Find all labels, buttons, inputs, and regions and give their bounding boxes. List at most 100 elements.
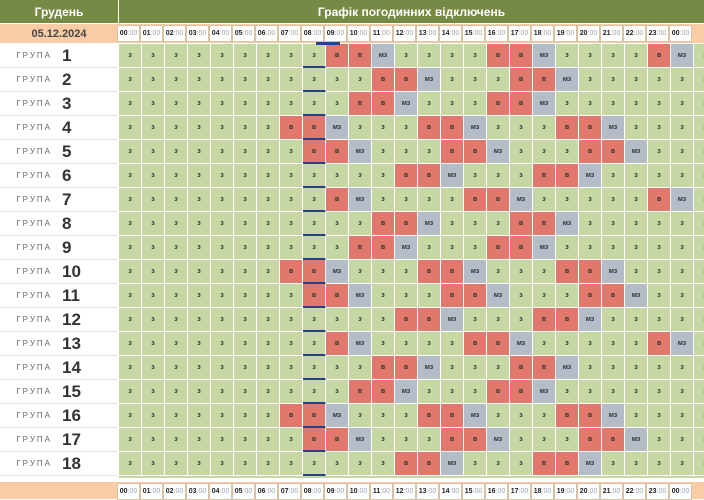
hour-cell[interactable]: в bbox=[372, 68, 395, 92]
hour-cell[interactable]: в bbox=[556, 308, 579, 332]
hour-cell[interactable]: мз bbox=[395, 380, 418, 404]
hour-cell[interactable]: з bbox=[372, 404, 395, 428]
hour-cell[interactable]: з bbox=[211, 188, 234, 212]
hour-cell[interactable]: з bbox=[165, 404, 188, 428]
hour-cell[interactable]: з bbox=[165, 164, 188, 188]
hour-cell[interactable]: мз bbox=[533, 44, 556, 68]
hour-cell[interactable]: в bbox=[418, 116, 441, 140]
hour-cell[interactable]: в bbox=[487, 236, 510, 260]
hour-cell[interactable]: з bbox=[188, 164, 211, 188]
hour-cell[interactable]: в bbox=[418, 260, 441, 284]
hour-cell[interactable]: з bbox=[395, 404, 418, 428]
hour-cell[interactable]: з bbox=[188, 380, 211, 404]
hour-cell[interactable]: в bbox=[326, 428, 349, 452]
hour-cell[interactable]: з bbox=[441, 92, 464, 116]
hour-cell[interactable]: з bbox=[464, 92, 487, 116]
hour-cell[interactable]: мз bbox=[418, 356, 441, 380]
hour-cell[interactable]: з bbox=[234, 236, 257, 260]
hour-cell[interactable]: в bbox=[579, 284, 602, 308]
hour-cell[interactable]: з bbox=[234, 284, 257, 308]
hour-cell[interactable]: з bbox=[694, 68, 704, 92]
hour-cell[interactable]: з bbox=[234, 116, 257, 140]
hour-cell[interactable]: з bbox=[625, 260, 648, 284]
hour-cell[interactable]: з bbox=[303, 164, 326, 188]
hour-cell[interactable]: з bbox=[165, 212, 188, 236]
hour-cell[interactable]: в bbox=[510, 44, 533, 68]
hour-cell[interactable]: з bbox=[142, 332, 165, 356]
hour-cell[interactable]: з bbox=[510, 308, 533, 332]
hour-cell[interactable]: з bbox=[188, 404, 211, 428]
hour-cell[interactable]: з bbox=[602, 44, 625, 68]
hour-cell[interactable]: в bbox=[303, 284, 326, 308]
hour-cell[interactable]: в bbox=[441, 404, 464, 428]
hour-cell[interactable]: з bbox=[464, 380, 487, 404]
hour-cell[interactable]: з bbox=[142, 404, 165, 428]
hour-cell[interactable]: з bbox=[510, 260, 533, 284]
hour-cell[interactable]: з bbox=[188, 452, 211, 476]
hour-cell[interactable]: з bbox=[602, 236, 625, 260]
hour-cell[interactable]: в bbox=[441, 140, 464, 164]
hour-cell[interactable]: з bbox=[671, 164, 694, 188]
hour-cell[interactable]: з bbox=[165, 380, 188, 404]
hour-cell[interactable]: в bbox=[441, 428, 464, 452]
hour-cell[interactable]: мз bbox=[326, 116, 349, 140]
hour-cell[interactable]: з bbox=[119, 356, 142, 380]
hour-cell[interactable]: мз bbox=[510, 332, 533, 356]
hour-cell[interactable]: з bbox=[280, 356, 303, 380]
hour-cell[interactable]: з bbox=[602, 332, 625, 356]
hour-cell[interactable]: з bbox=[211, 236, 234, 260]
hour-cell[interactable]: в bbox=[487, 332, 510, 356]
hour-cell[interactable]: з bbox=[280, 308, 303, 332]
hour-cell[interactable]: з bbox=[188, 236, 211, 260]
hour-cell[interactable]: з bbox=[326, 356, 349, 380]
hour-cell[interactable]: мз bbox=[671, 188, 694, 212]
hour-cell[interactable]: з bbox=[257, 452, 280, 476]
hour-cell[interactable]: в bbox=[556, 116, 579, 140]
hour-cell[interactable]: з bbox=[119, 68, 142, 92]
hour-cell[interactable]: з bbox=[556, 428, 579, 452]
hour-cell[interactable]: з bbox=[142, 212, 165, 236]
hour-cell[interactable]: з bbox=[671, 404, 694, 428]
hour-cell[interactable]: з bbox=[234, 308, 257, 332]
hour-cell[interactable]: мз bbox=[441, 452, 464, 476]
hour-cell[interactable]: в bbox=[372, 236, 395, 260]
hour-cell[interactable]: з bbox=[188, 356, 211, 380]
hour-cell[interactable]: з bbox=[510, 404, 533, 428]
hour-cell[interactable]: з bbox=[487, 212, 510, 236]
hour-cell[interactable]: в bbox=[510, 68, 533, 92]
hour-cell[interactable]: з bbox=[395, 260, 418, 284]
hour-cell[interactable]: з bbox=[510, 284, 533, 308]
hour-cell[interactable]: в bbox=[533, 164, 556, 188]
hour-cell[interactable]: з bbox=[602, 164, 625, 188]
hour-cell[interactable]: з bbox=[119, 332, 142, 356]
hour-cell[interactable]: з bbox=[234, 404, 257, 428]
hour-cell[interactable]: з bbox=[234, 188, 257, 212]
hour-cell[interactable]: з bbox=[119, 236, 142, 260]
hour-cell[interactable]: мз bbox=[441, 164, 464, 188]
hour-cell[interactable]: з bbox=[211, 356, 234, 380]
hour-cell[interactable]: в bbox=[303, 260, 326, 284]
hour-cell[interactable]: з bbox=[487, 308, 510, 332]
hour-cell[interactable]: мз bbox=[579, 452, 602, 476]
hour-cell[interactable]: з bbox=[303, 308, 326, 332]
hour-cell[interactable]: з bbox=[671, 236, 694, 260]
hour-cell[interactable]: з bbox=[464, 164, 487, 188]
hour-cell[interactable]: з bbox=[234, 140, 257, 164]
hour-cell[interactable]: з bbox=[625, 188, 648, 212]
hour-cell[interactable]: з bbox=[625, 212, 648, 236]
hour-cell[interactable]: з bbox=[648, 260, 671, 284]
hour-cell[interactable]: в bbox=[579, 428, 602, 452]
hour-cell[interactable]: з bbox=[671, 452, 694, 476]
hour-cell[interactable]: з bbox=[257, 260, 280, 284]
hour-cell[interactable]: з bbox=[579, 44, 602, 68]
hour-cell[interactable]: в bbox=[510, 356, 533, 380]
hour-cell[interactable]: мз bbox=[441, 308, 464, 332]
hour-cell[interactable]: в bbox=[533, 308, 556, 332]
hour-cell[interactable]: з bbox=[349, 356, 372, 380]
hour-cell[interactable]: мз bbox=[487, 428, 510, 452]
hour-cell[interactable]: з bbox=[487, 68, 510, 92]
hour-cell[interactable]: з bbox=[303, 188, 326, 212]
hour-cell[interactable]: в bbox=[510, 212, 533, 236]
hour-cell[interactable]: з bbox=[556, 140, 579, 164]
hour-cell[interactable]: мз bbox=[625, 140, 648, 164]
